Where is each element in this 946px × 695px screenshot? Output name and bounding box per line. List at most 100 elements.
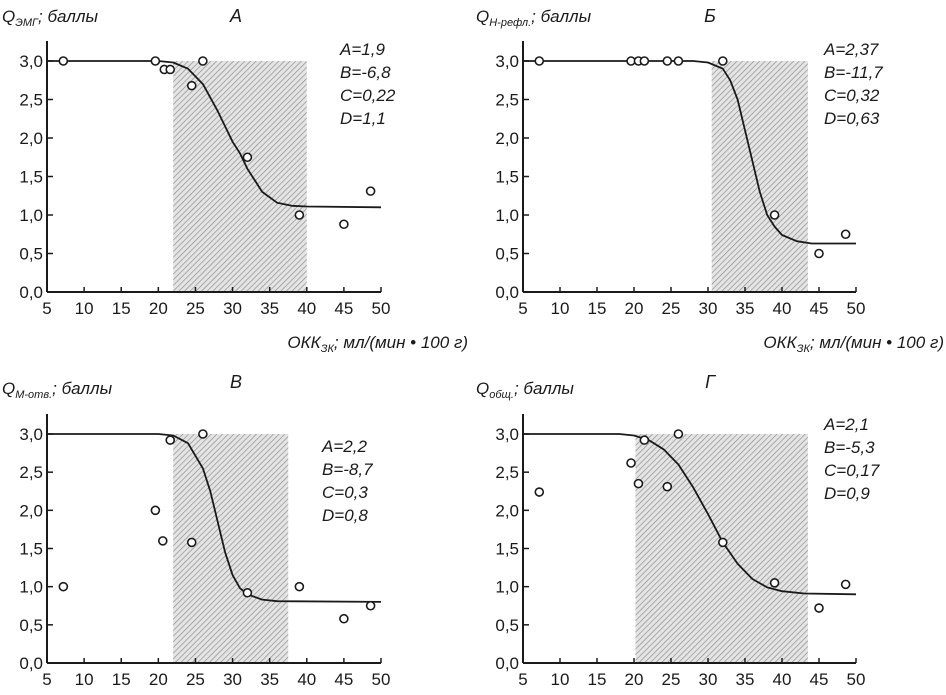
x-tick-label: 30 [699, 299, 718, 318]
panel-B: 5 10 15 20 25 30 35 40 45 50 0,0 0,5 1,0 1,5 2,0 2,5 3,0… [476, 6, 944, 355]
x-tick-label: 5 [42, 670, 51, 689]
data-point [339, 219, 349, 230]
fit-parameter: D=0,8 [322, 506, 368, 525]
data-point [242, 152, 253, 163]
fit-parameter: A=2,37 [823, 40, 879, 59]
fit-parameter: A=1,9 [339, 40, 385, 59]
fit-parameter: D=0,9 [824, 484, 870, 503]
y-tick-label: 0,0 [495, 654, 519, 673]
data-point [717, 537, 728, 548]
x-tick-label: 20 [625, 299, 644, 318]
data-point [198, 56, 208, 66]
y-tick-label: 2,5 [495, 91, 519, 110]
y-axis-label: Qобщ.; баллы [476, 379, 574, 401]
x-tick-label: 25 [186, 299, 205, 318]
fit-parameter: D=1,1 [340, 109, 386, 128]
y-tick-label: 0,0 [19, 654, 43, 673]
data-point [673, 429, 684, 439]
data-point [339, 613, 349, 624]
data-point [814, 603, 824, 613]
x-tick-label: 10 [75, 670, 94, 689]
y-tick-label: 0,0 [495, 283, 519, 302]
x-tick-label: 35 [260, 670, 279, 689]
fit-parameter: D=0,63 [824, 109, 880, 128]
y-tick-label: 0,5 [495, 616, 519, 635]
fit-parameter: C=0,17 [824, 461, 880, 480]
x-tick-label: 10 [551, 299, 570, 318]
x-tick-label: 45 [810, 670, 829, 689]
data-point [58, 581, 69, 592]
x-tick-label: 5 [518, 670, 527, 689]
y-tick-label: 3,0 [19, 425, 43, 444]
x-tick-label: 40 [773, 670, 792, 689]
y-tick-label: 2,5 [19, 463, 43, 482]
x-tick-label: 15 [588, 299, 607, 318]
hatched-region [173, 434, 289, 663]
x-tick-label: 45 [810, 299, 829, 318]
data-point [639, 435, 650, 445]
data-point [814, 248, 824, 259]
fitted-curve [47, 60, 382, 209]
data-point [58, 56, 69, 66]
x-axis-label: ОККЗК; мл/(мин • 100 г) [763, 333, 944, 355]
data-point [165, 64, 176, 75]
x-tick-label: 5 [518, 299, 527, 318]
y-tick-label: 3,0 [19, 52, 43, 71]
x-tick-label: 30 [699, 670, 718, 689]
x-tick-label: 50 [372, 670, 391, 689]
y-tick-label: 2,0 [19, 501, 43, 520]
data-point [365, 600, 376, 611]
fit-parameter: B=-5,3 [824, 438, 875, 457]
x-tick-label: 40 [773, 299, 792, 318]
data-point [242, 587, 253, 598]
y-tick-label: 1,0 [19, 206, 43, 225]
fit-parameter: B=-6,8 [340, 63, 391, 82]
x-tick-label: 30 [223, 299, 242, 318]
fitted-curve [523, 433, 857, 596]
data-point [294, 581, 305, 592]
y-axis-label: QЭМГ; баллы [2, 7, 98, 29]
y-tick-label: 1,0 [495, 578, 519, 597]
y-tick-label: 0,5 [19, 616, 43, 635]
fitted-curve [47, 433, 382, 603]
x-tick-label: 45 [334, 299, 353, 318]
y-tick-label: 0,5 [495, 245, 519, 264]
data-point [165, 435, 176, 445]
panel-letter: Г [705, 372, 716, 392]
x-tick-label: 10 [551, 670, 570, 689]
x-tick-label: 15 [112, 670, 131, 689]
y-tick-label: 3,0 [495, 52, 519, 71]
y-axis-label: QM-отв.; баллы [2, 379, 113, 401]
y-tick-label: 1,0 [495, 206, 519, 225]
x-tick-label: 50 [372, 299, 391, 318]
data-point [294, 210, 305, 220]
y-tick-label: 0,0 [19, 283, 43, 302]
x-tick-label: 25 [186, 670, 205, 689]
fit-parameter: B=-11,7 [824, 63, 883, 82]
y-tick-label: 2,0 [495, 129, 519, 148]
x-tick-label: 20 [625, 670, 644, 689]
fit-parameter: A=2,1 [823, 415, 869, 434]
data-point [626, 458, 636, 468]
x-tick-label: 10 [75, 299, 94, 318]
y-tick-label: 2,5 [495, 463, 519, 482]
y-tick-label: 3,0 [495, 425, 519, 444]
fit-parameter: C=0,3 [322, 483, 368, 502]
x-tick-label: 15 [588, 670, 607, 689]
panel-A: 5 10 15 20 25 30 35 40 45 50 0,0 0,5 1,0 1,5 2,0 2,5 3,0… [2, 6, 468, 355]
fit-parameter: B=-8,7 [322, 460, 373, 479]
data-point [150, 56, 161, 66]
panel-letter: Б [704, 6, 716, 26]
x-tick-label: 40 [297, 670, 316, 689]
fit-parameter: C=0,22 [340, 86, 396, 105]
y-axis-label: QН-рефл.; баллы [476, 7, 592, 29]
x-tick-label: 5 [42, 299, 51, 318]
data-point [150, 505, 161, 516]
fit-parameter: C=0,32 [824, 86, 880, 105]
x-axis-label: ОККЗК; мл/(мин • 100 г) [287, 333, 468, 355]
data-point [769, 210, 780, 220]
y-tick-label: 2,5 [19, 91, 43, 110]
data-point [662, 481, 673, 492]
data-point [534, 487, 545, 497]
x-tick-label: 35 [736, 670, 755, 689]
